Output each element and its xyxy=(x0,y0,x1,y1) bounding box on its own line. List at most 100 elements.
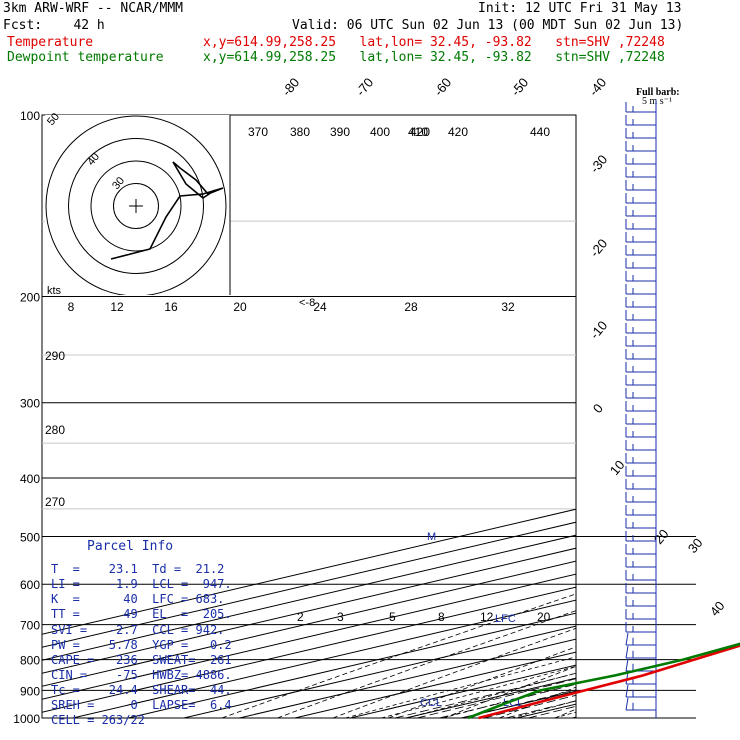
isotherm-label: -30 xyxy=(587,152,611,176)
moist-adiabat-line xyxy=(416,678,576,718)
theta-label: 380 xyxy=(290,125,310,139)
parcel-row: PW = 5.78 YGP = 0.2 xyxy=(51,638,232,652)
isotherm-line xyxy=(516,703,576,718)
pressure-tick-label: 900 xyxy=(20,684,40,698)
dry-adiabat-line xyxy=(610,115,740,718)
moist-adiabat-line xyxy=(394,672,576,718)
dry-adiabat-line xyxy=(721,115,740,718)
isotherm-label: -50 xyxy=(508,75,532,99)
hodo-speed-label: 28 xyxy=(404,300,418,314)
dry-adiabat-line xyxy=(554,708,576,718)
pressure-tick-label: 500 xyxy=(20,530,40,544)
parcel-row: Tc = 24.4 SHEAR= 44. xyxy=(51,683,232,697)
parcel-info-panel: Parcel Info T = 23.1 Td = 21.2 LI = -1.9… xyxy=(47,537,232,730)
barb-legend-value: 5 m s⁻¹ xyxy=(642,96,672,107)
parcel-row: T = 23.1 Td = 21.2 xyxy=(51,562,225,576)
theta-label: 290 xyxy=(45,349,65,363)
hodograph-ring xyxy=(113,183,159,229)
model-title: 3km ARW-WRF -- NCAR/MMM xyxy=(3,1,184,16)
theta-label: 270 xyxy=(45,495,65,509)
dry-adiabat-line xyxy=(277,610,576,718)
dry-adiabat-line xyxy=(221,593,576,718)
mixing-ratio-label: 5 xyxy=(389,610,396,624)
temperature-legend: Temperature xyxy=(7,35,94,50)
isotherm-line xyxy=(72,599,576,718)
storm-motion-marker: <-8 xyxy=(299,297,315,309)
parcel-row: CAPE = 236 SWEAT= 261 xyxy=(51,653,232,667)
isotherm-line xyxy=(42,521,576,648)
pressure-tick-label: 200 xyxy=(20,291,40,305)
valid-time: Valid: 06 UTC Sun 02 Jun 13 (00 MDT Sun … xyxy=(292,18,684,33)
theta-label: 420 xyxy=(448,125,468,139)
isotherm-label: -60 xyxy=(431,75,455,99)
isotherm-label: -40 xyxy=(586,75,610,99)
isotherm-line xyxy=(294,651,576,718)
pressure-tick-label: 600 xyxy=(20,578,40,592)
hodo-speed-label: 16 xyxy=(164,300,178,314)
hodo-speed-label: 32 xyxy=(501,300,515,314)
parcel-row: TT = 49 EL = 205. xyxy=(51,607,232,621)
mixing-ratio-line xyxy=(381,665,576,718)
isotherm-label: 20 xyxy=(651,526,672,547)
mixing-ratio-line xyxy=(406,672,576,718)
wind-barb-flag xyxy=(625,684,629,698)
isotherm-line xyxy=(42,586,576,713)
moist-adiabat-line xyxy=(439,683,576,718)
dry-adiabat-line xyxy=(332,627,576,718)
hodograph-ring xyxy=(45,115,227,295)
isotherm-label: -10 xyxy=(587,318,611,342)
pressure-tick-label: 100 xyxy=(20,109,40,123)
isotherm-line xyxy=(42,547,576,674)
isotherm-line xyxy=(42,534,576,661)
hodograph-trace xyxy=(110,161,224,260)
hodo-speed-label: 24 xyxy=(313,300,327,314)
isotherm-line xyxy=(42,573,576,700)
hodo-speed-label: 8 xyxy=(68,300,75,314)
theta-label: 420 xyxy=(410,125,430,139)
lfc-marker: LFC xyxy=(495,613,516,625)
isotherm-line xyxy=(183,625,576,718)
mixing-ratio-label: 2 xyxy=(297,610,304,624)
mixing-ratio-label: 12 xyxy=(480,610,494,624)
pressure-tick-label: 700 xyxy=(20,619,40,633)
dry-adiabat-line xyxy=(388,646,576,718)
parcel-row: SVI = -2.7 CCL = 942. xyxy=(51,623,225,637)
barb-legend-title: Full barb: xyxy=(636,87,680,98)
parcel-row: LI = -1.9 LCL = 947. xyxy=(51,577,232,591)
isotherm-label: -70 xyxy=(353,75,377,99)
isotherm-label: 0 xyxy=(590,401,606,416)
theta-label: 370 xyxy=(248,125,268,139)
dewpoint-line xyxy=(467,642,740,720)
wind-barb-flag xyxy=(625,632,629,646)
isotherm-line xyxy=(42,560,576,687)
isotherm-line xyxy=(239,638,576,718)
wind-barb-flag xyxy=(625,697,629,711)
mixing-ratio-line xyxy=(442,682,576,718)
wind-barb-flag xyxy=(625,658,629,672)
dry-adiabat-line xyxy=(499,686,576,718)
pressure-tick-label: 400 xyxy=(20,472,40,486)
hodograph-ring xyxy=(68,138,204,274)
isotherm-line xyxy=(350,664,576,718)
forecast-hour: Fcst: 42 h xyxy=(3,18,105,33)
parcel-row: K = 40 LFC = 683. xyxy=(51,592,225,606)
temperature-line xyxy=(478,644,740,720)
pressure-tick-label: 300 xyxy=(20,397,40,411)
ccl-marker: CCL xyxy=(420,697,442,709)
init-time: Init: 12 UTC Fri 31 May 13 xyxy=(478,1,682,16)
isotherm-label: 40 xyxy=(707,598,728,619)
isotherm-label: -20 xyxy=(587,236,611,260)
isotherm-line xyxy=(42,508,576,635)
mixing-ratio-label: 3 xyxy=(337,610,344,624)
mixing-ratio-label: 8 xyxy=(438,610,445,624)
dewpoint-legend: Dewpoint temperature xyxy=(7,50,164,65)
parcel-row: CELL = 263/22 xyxy=(51,713,145,727)
mixing-ratio-label: 20 xyxy=(537,610,551,624)
dewpoint-location-info: x,y=614.99,258.25 lat,lon= 32.45, -93.82… xyxy=(203,50,665,65)
hodo-speed-label: 12 xyxy=(110,300,124,314)
hodograph-units-label: kts xyxy=(47,285,62,297)
theta-label: 440 xyxy=(530,125,550,139)
theta-label: 410 xyxy=(408,125,428,139)
isotherm-label: -80 xyxy=(279,75,303,99)
